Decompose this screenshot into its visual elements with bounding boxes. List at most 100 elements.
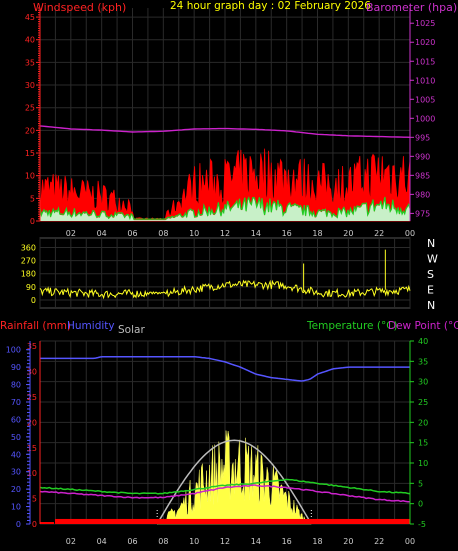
windspeed-tick-label: 0 xyxy=(30,217,35,226)
x-tick-label: 00 xyxy=(405,537,415,546)
barometer-tick-label: 1020 xyxy=(415,38,435,47)
gust-series xyxy=(39,148,411,222)
windspeed-tick-label: 25 xyxy=(25,104,35,113)
rainfall-tick-label: 20 xyxy=(27,418,37,427)
x-tick-label: 16 xyxy=(282,537,292,546)
barometer-axis-title: Barometer (hpa) xyxy=(366,1,457,14)
temperature-tick-label: 5 xyxy=(418,479,423,488)
barometer-tick-label: 990 xyxy=(415,152,430,161)
temperature-tick-label: 0 xyxy=(418,500,423,509)
x-tick-label: 04 xyxy=(97,229,107,238)
barometer-tick-label: 985 xyxy=(415,171,430,180)
windspeed-axis-title: Windspeed (kph) xyxy=(33,1,126,14)
direction-tick-label: 270 xyxy=(21,257,36,266)
dewpoint-series xyxy=(39,484,410,503)
barometer-tick-label: 1000 xyxy=(415,114,435,123)
solar-axis-title: Solar xyxy=(118,324,145,336)
windspeed-tick-label: 35 xyxy=(25,58,35,67)
x-tick-label: 06 xyxy=(127,229,137,238)
windspeed-tick-label: 30 xyxy=(25,81,35,90)
temperature-tick-label: 40 xyxy=(418,337,428,346)
humidity-tick-label: 20 xyxy=(11,485,21,494)
x-tick-label: 10 xyxy=(189,537,199,546)
x-tick-label: 08 xyxy=(158,229,168,238)
x-tick-label: 12 xyxy=(220,537,230,546)
rainfall-tick-label: 0 xyxy=(32,520,37,529)
direction-tick-label: 180 xyxy=(21,270,36,279)
x-tick-label: 12 xyxy=(220,229,230,238)
wind-direction-grid xyxy=(39,237,411,309)
x-tick-label: 18 xyxy=(312,229,322,238)
barometer-tick-label: 1025 xyxy=(415,19,435,28)
x-tick-label: 02 xyxy=(66,229,76,238)
rainfall-tick-label: 15 xyxy=(27,444,37,453)
rainfall-tick-label: 10 xyxy=(27,469,37,478)
compass-label: N xyxy=(427,299,435,312)
barometer-tick-label: 975 xyxy=(415,209,430,218)
temp-humidity-series-layer xyxy=(39,355,411,525)
rain-humidity-temp-panel: -505101520253035400102030405060708090100… xyxy=(0,320,458,546)
humidity-tick-label: 60 xyxy=(11,415,21,424)
x-tick-label: 20 xyxy=(343,229,353,238)
temperature-tick-label: -5 xyxy=(418,520,426,529)
humidity-tick-label: 90 xyxy=(11,363,21,372)
temp-humidity-axes: -505101520253035400102030405060708090100… xyxy=(6,337,428,546)
x-tick-label: 20 xyxy=(343,537,353,546)
wind-series xyxy=(39,196,411,221)
compass-label: W xyxy=(427,253,438,266)
windspeed-tick-label: 40 xyxy=(25,36,35,45)
x-tick-label: 22 xyxy=(374,229,384,238)
barometer-tick-label: 1005 xyxy=(415,95,435,104)
windspeed-tick-label: 5 xyxy=(30,194,35,203)
x-tick-label: 08 xyxy=(158,537,168,546)
x-tick-label: 04 xyxy=(97,537,107,546)
barometer-tick-label: 1010 xyxy=(415,76,435,85)
humidity-tick-label: 10 xyxy=(11,503,21,512)
x-tick-label: 14 xyxy=(251,229,261,238)
x-tick-label: 06 xyxy=(127,537,137,546)
windspeed-tick-label: 20 xyxy=(25,126,35,135)
rainfall-tick-label: 5 xyxy=(32,495,37,504)
rainfall-tick-label: 30 xyxy=(27,368,37,377)
humidity-tick-label: 100 xyxy=(6,346,21,355)
wind-barometer-axes: 0510152025303540459759809859909951000100… xyxy=(25,7,435,238)
solar-bars xyxy=(157,430,312,525)
x-tick-label: 14 xyxy=(251,537,261,546)
humidity-tick-label: 30 xyxy=(11,468,21,477)
humidity-series xyxy=(40,355,410,382)
x-tick-label: 18 xyxy=(312,537,322,546)
barometer-tick-label: 980 xyxy=(415,190,430,199)
temperature-tick-label: 20 xyxy=(418,418,428,427)
wind-direction-series xyxy=(39,279,411,300)
direction-tick-label: 90 xyxy=(26,283,36,292)
direction-tick-label: 0 xyxy=(31,296,36,305)
chart-title: 24 hour graph day : 02 February 2026 xyxy=(170,0,371,12)
humidity-tick-label: 40 xyxy=(11,450,21,459)
dewpoint-axis-title: Dew Point (°C) xyxy=(388,320,458,332)
temperature-tick-label: 35 xyxy=(418,357,428,366)
wind-direction-series-layer xyxy=(39,249,411,300)
compass-label: E xyxy=(427,284,434,297)
wind-barometer-panel: 0510152025303540459759809859909951000100… xyxy=(0,0,458,238)
humidity-tick-label: 80 xyxy=(11,381,21,390)
x-tick-label: 10 xyxy=(189,229,199,238)
wind-fill xyxy=(40,198,410,221)
direction-tick-label: 360 xyxy=(21,243,36,252)
humidity-axis-title: Humidity xyxy=(67,320,115,332)
temperature-series xyxy=(39,478,411,495)
temperature-axis-title: Temperature (°C) xyxy=(306,320,398,332)
humidity-tick-label: 70 xyxy=(11,398,21,407)
windspeed-tick-label: 10 xyxy=(25,172,35,181)
rainfall-tick-label: 25 xyxy=(27,393,37,402)
rainfall-tick-label: 35 xyxy=(27,342,37,351)
solar-max-curve xyxy=(156,439,312,525)
rainfall-axis-title: Rainfall (mm) xyxy=(0,320,71,332)
x-tick-label: 00 xyxy=(405,229,415,238)
temperature-tick-label: 10 xyxy=(418,459,428,468)
barometer-series xyxy=(39,125,411,138)
humidity-tick-label: 50 xyxy=(11,433,21,442)
barometer-tick-label: 1015 xyxy=(415,57,435,66)
temperature-tick-label: 15 xyxy=(418,439,428,448)
